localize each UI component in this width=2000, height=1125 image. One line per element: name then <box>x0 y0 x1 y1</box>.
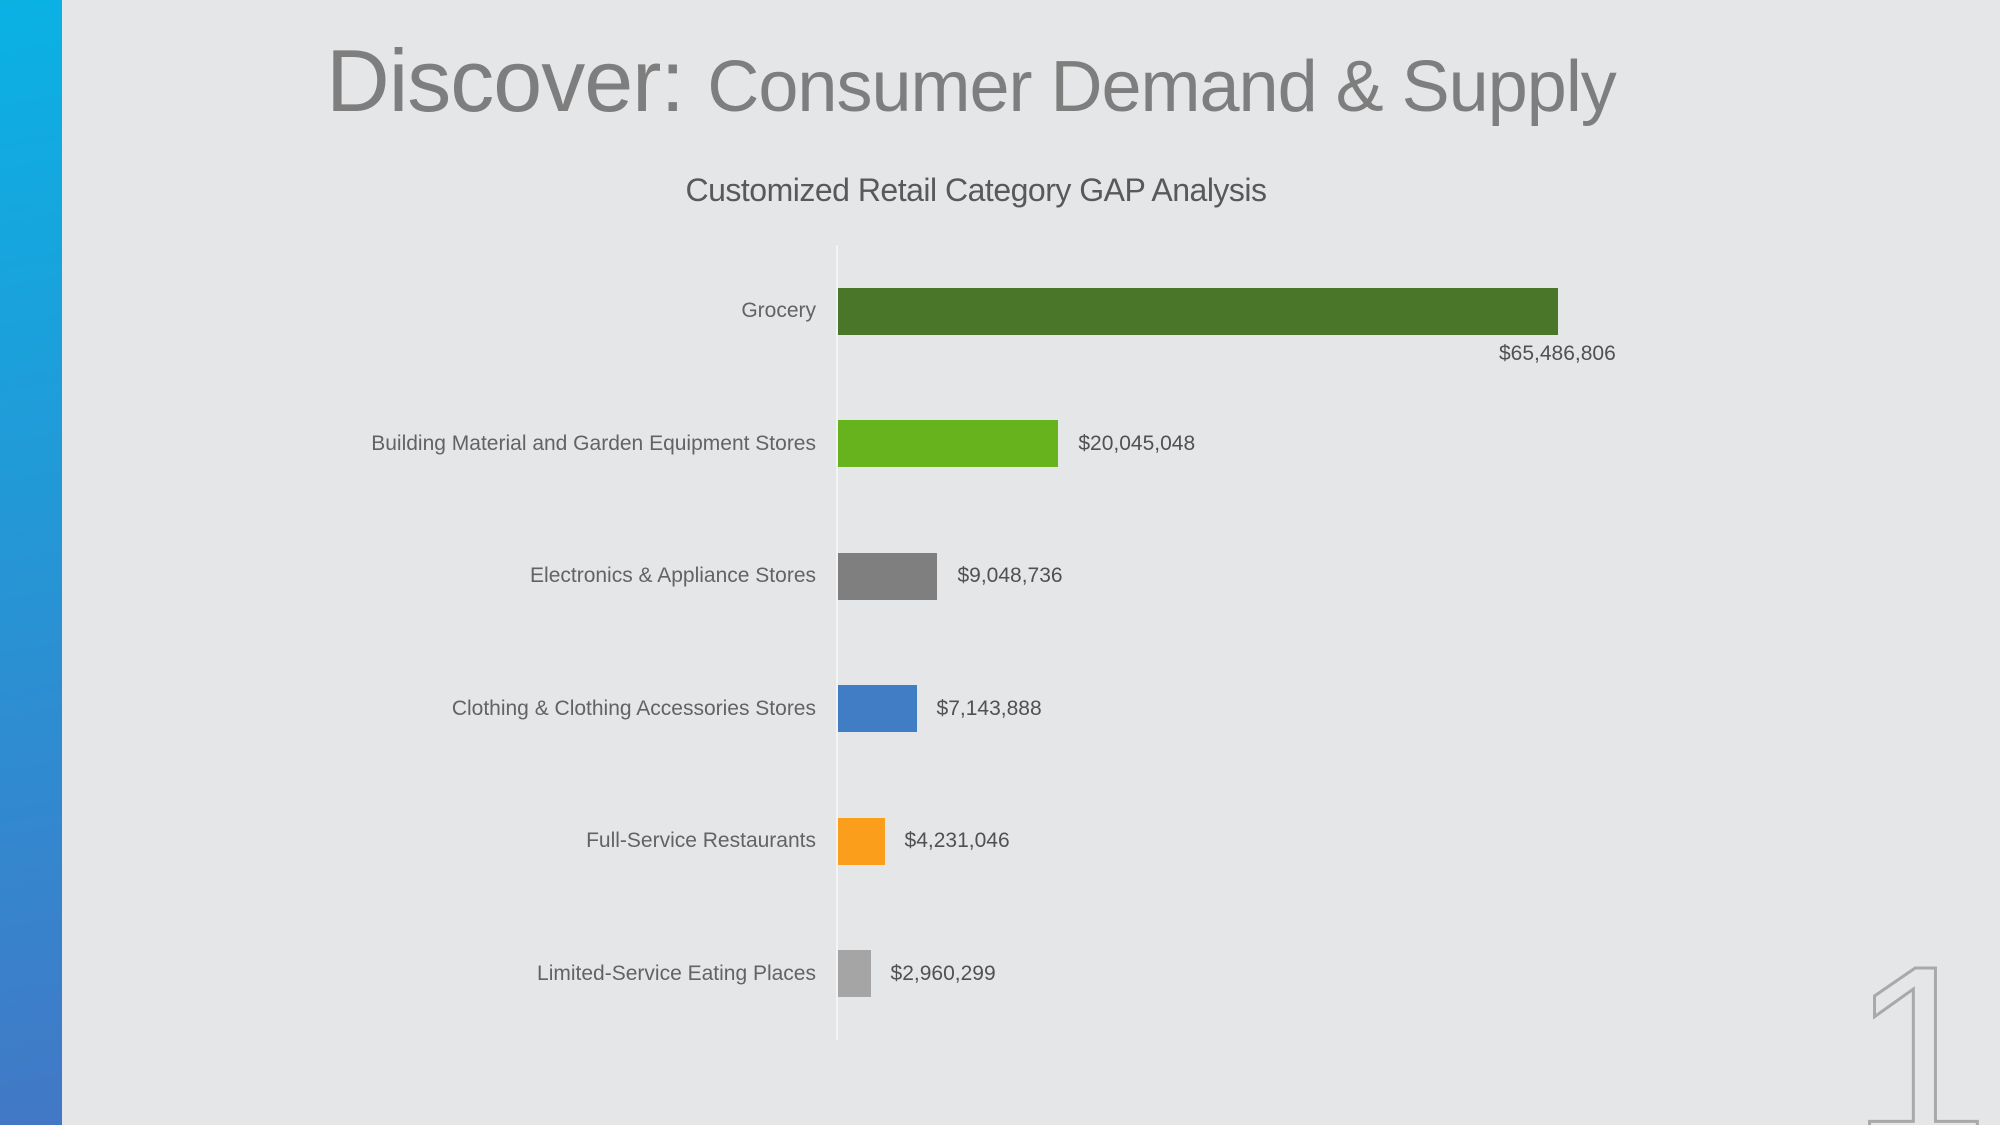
value-label: $4,231,046 <box>904 829 1010 852</box>
bar <box>838 552 938 600</box>
accent-strip <box>0 0 62 1125</box>
bar <box>838 950 871 998</box>
chart-row: Electronics & Appliance Stores $9,048,736 <box>0 510 2000 642</box>
category-label: Full-Service Restaurants <box>586 829 816 852</box>
chart-row: Full-Service Restaurants $4,231,046 <box>0 775 2000 907</box>
category-label: Clothing & Clothing Accessories Stores <box>451 696 816 720</box>
category-axis-line <box>836 245 838 1040</box>
chart-row: Building Material and Garden Equipment S… <box>0 378 2000 510</box>
value-label: $2,960,299 <box>890 961 996 985</box>
page-number-digit: 1 <box>1855 914 1985 1125</box>
category-label: Limited-Service Eating Places <box>537 961 816 985</box>
slide-title-secondary: Consumer Demand & Supply <box>707 47 1616 127</box>
slide-title: Discover: Consumer Demand & Supply <box>62 28 1880 134</box>
value-label: $7,143,888 <box>936 696 1042 720</box>
bar <box>838 420 1059 468</box>
category-label: Grocery <box>741 299 816 322</box>
bar <box>838 685 917 733</box>
bar-chart: Grocery $65,486,806 Building Material and … <box>0 245 2000 1040</box>
slide-title-primary: Discover: <box>326 31 708 130</box>
category-label: Building Material and Garden Equipment S… <box>371 431 816 455</box>
bar <box>838 817 885 865</box>
chart-row: Grocery $65,486,806 <box>0 245 2000 377</box>
chart-title: Customized Retail Category GAP Analysis <box>685 172 1267 208</box>
chart-row: Clothing & Clothing Accessories Stores $7… <box>0 643 2000 775</box>
page-number-watermark: 1 <box>1855 913 1985 1125</box>
bar <box>838 287 1558 335</box>
value-label: $9,048,736 <box>957 564 1063 587</box>
value-label: $20,045,048 <box>1078 431 1196 455</box>
chart-row: Limited-Service Eating Places $2,960,299 <box>0 908 2000 1040</box>
value-label: $65,486,806 <box>1499 342 1616 365</box>
category-label: Electronics & Appliance Stores <box>530 564 816 587</box>
